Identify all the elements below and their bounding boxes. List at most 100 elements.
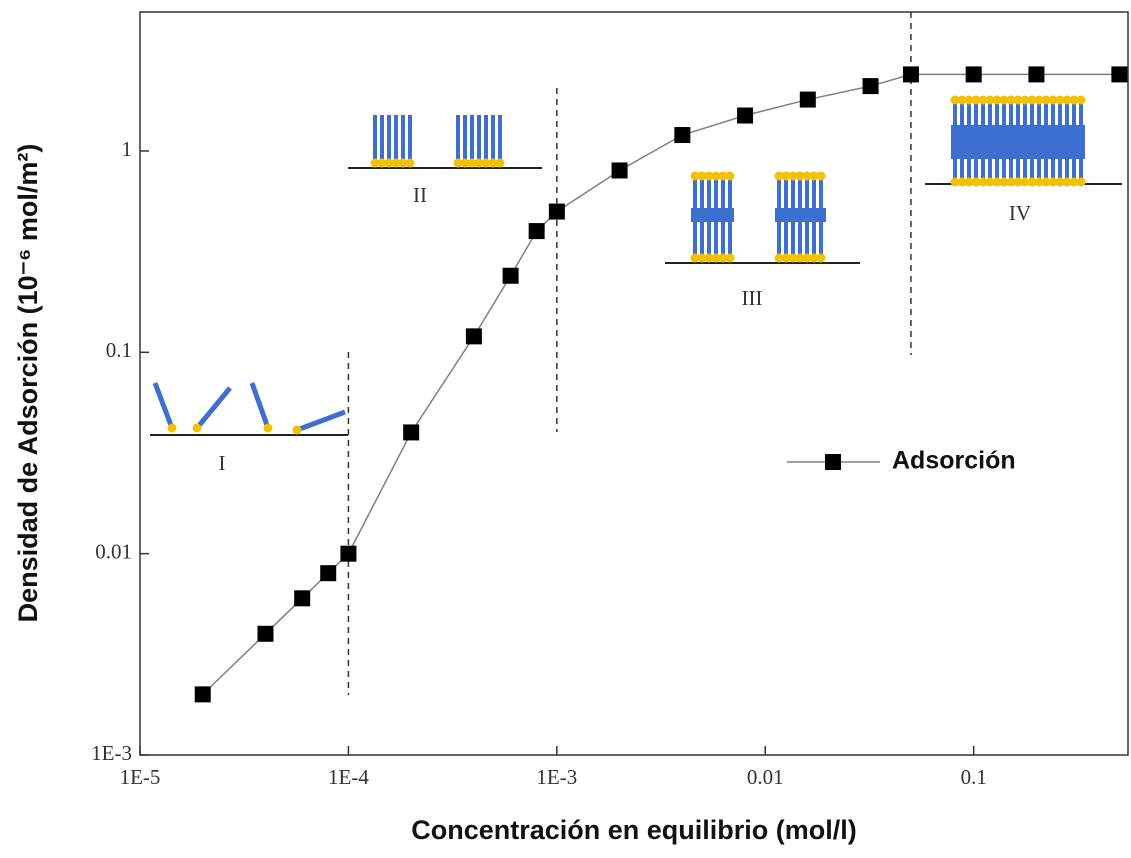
- illustration: [1020, 177, 1030, 187]
- data-point: [257, 625, 274, 642]
- illustration: [978, 177, 988, 187]
- illustration: [978, 95, 988, 105]
- illustration: [697, 171, 707, 181]
- illustration: [957, 177, 967, 187]
- illustration: [1034, 177, 1044, 187]
- data-point: [194, 686, 211, 703]
- data-point: [528, 223, 545, 240]
- illustration: [460, 158, 470, 168]
- illustration: [950, 177, 960, 187]
- illustration: [718, 171, 728, 181]
- data-point: [465, 328, 482, 345]
- illustration: [781, 171, 791, 181]
- y-tick-label: 1E-3: [91, 741, 132, 765]
- legend-label: Adsorción: [892, 447, 1016, 475]
- illustration: [725, 171, 735, 181]
- x-tick-label: 1E-3: [536, 765, 577, 789]
- illustration: [495, 158, 505, 168]
- illustration: [488, 158, 498, 168]
- illustration: [1076, 95, 1086, 105]
- illustration: [802, 171, 812, 181]
- illustration: [1020, 95, 1030, 105]
- illustration: [788, 253, 798, 263]
- illustration: [999, 95, 1009, 105]
- illustration: [781, 253, 791, 263]
- y-tick-label: 0.1: [106, 338, 132, 362]
- illustration: [384, 158, 394, 168]
- region-label: II: [413, 183, 427, 207]
- illustration: [377, 158, 387, 168]
- plot-frame: [139, 11, 1129, 756]
- illustration: [192, 423, 202, 433]
- illustration: [999, 177, 1009, 187]
- illustration: [481, 158, 491, 168]
- data-point: [1111, 66, 1128, 83]
- legend-marker: [825, 454, 841, 470]
- region-label: IV: [1009, 201, 1031, 225]
- data-point: [340, 545, 357, 562]
- illustration: [788, 171, 798, 181]
- illustration: [725, 253, 735, 263]
- data-point: [862, 78, 879, 95]
- data-point: [611, 162, 628, 179]
- illustration: [467, 158, 477, 168]
- illustration: [816, 171, 826, 181]
- illustration: [1062, 95, 1072, 105]
- region-label: I: [219, 451, 226, 475]
- illustration: [1034, 95, 1044, 105]
- data-point: [1028, 66, 1045, 83]
- illustration: [774, 253, 784, 263]
- illustration: [1027, 177, 1037, 187]
- illustration: [1062, 177, 1072, 187]
- data-point: [548, 203, 565, 220]
- illustration: [1069, 95, 1079, 105]
- illustration: [1006, 177, 1016, 187]
- illustration: [971, 177, 981, 187]
- illustration: [690, 171, 700, 181]
- illustration: [691, 208, 734, 222]
- illustration: [774, 171, 784, 181]
- illustration: [971, 95, 981, 105]
- illustration: [398, 158, 408, 168]
- illustration: [195, 386, 232, 430]
- data-point: [502, 267, 519, 284]
- illustration: [1041, 95, 1051, 105]
- illustration: [985, 95, 995, 105]
- illustration: [1076, 177, 1086, 187]
- x-tick-label: 1E-4: [328, 765, 369, 789]
- illustration: [985, 177, 995, 187]
- illustration: [292, 425, 302, 435]
- illustration: [370, 158, 380, 168]
- illustration: [1048, 177, 1058, 187]
- data-point: [320, 565, 337, 582]
- x-tick-label: 0.1: [961, 765, 987, 789]
- illustration: [690, 253, 700, 263]
- illustration: [711, 253, 721, 263]
- illustration: [391, 158, 401, 168]
- illustration: [809, 253, 819, 263]
- data-point: [294, 590, 311, 607]
- illustration: [992, 95, 1002, 105]
- illustration: [816, 253, 826, 263]
- x-tick-label: 1E-5: [120, 765, 161, 789]
- illustration: [1055, 177, 1065, 187]
- data-point: [799, 91, 816, 108]
- illustration: [249, 382, 271, 429]
- illustration: [711, 171, 721, 181]
- illustration: [167, 423, 177, 433]
- illustration: [718, 253, 728, 263]
- illustration: [1048, 95, 1058, 105]
- illustration: [1041, 177, 1051, 187]
- illustration: [263, 423, 273, 433]
- data-point: [965, 66, 982, 83]
- data-point: [902, 66, 919, 83]
- illustration: [474, 158, 484, 168]
- y-axis-label: Densidad de Adsorción (10⁻⁶ mol/m²): [13, 144, 43, 623]
- region-label: III: [742, 286, 763, 310]
- illustration: [697, 253, 707, 263]
- illustration: [704, 171, 714, 181]
- illustration: [1006, 95, 1016, 105]
- data-point: [674, 127, 691, 144]
- x-axis-label: Concentración en equilibrio (mol/l): [411, 815, 857, 845]
